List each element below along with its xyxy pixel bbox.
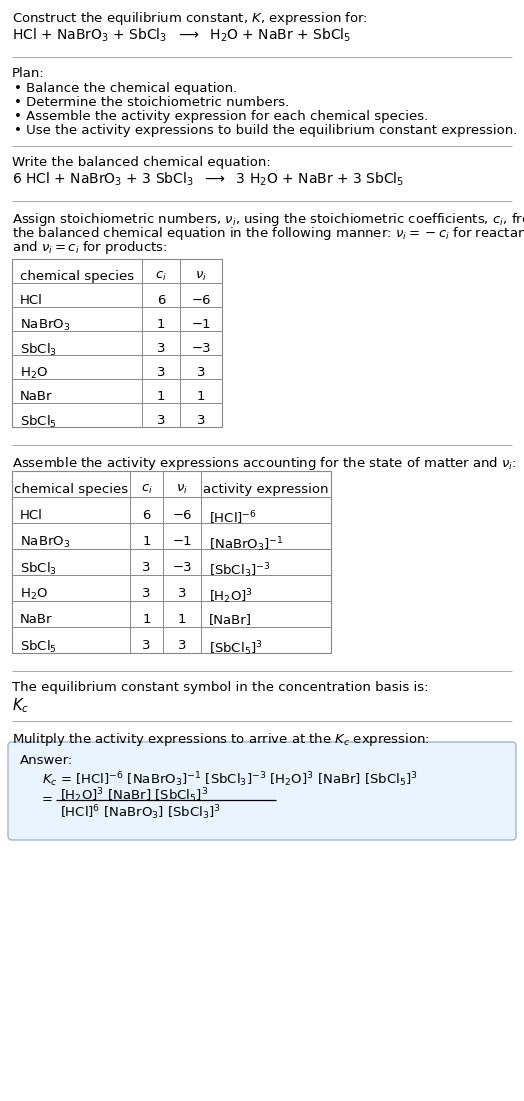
Text: 3: 3 bbox=[157, 342, 165, 355]
Text: • Assemble the activity expression for each chemical species.: • Assemble the activity expression for e… bbox=[14, 110, 428, 123]
Text: 3: 3 bbox=[178, 587, 186, 600]
Text: H$_2$O: H$_2$O bbox=[20, 587, 48, 602]
Text: $K_c$ = [HCl]$^{-6}$ [NaBrO$_3$]$^{-1}$ [SbCl$_3$]$^{-3}$ [H$_2$O]$^3$ [NaBr] [S: $K_c$ = [HCl]$^{-6}$ [NaBrO$_3$]$^{-1}$ … bbox=[42, 770, 418, 788]
Text: • Determine the stoichiometric numbers.: • Determine the stoichiometric numbers. bbox=[14, 96, 289, 109]
Text: HCl + NaBrO$_3$ + SbCl$_3$  $\longrightarrow$  H$_2$O + NaBr + SbCl$_5$: HCl + NaBrO$_3$ + SbCl$_3$ $\longrightar… bbox=[12, 28, 351, 44]
Text: 3: 3 bbox=[157, 414, 165, 427]
Text: −6: −6 bbox=[191, 294, 211, 307]
Text: activity expression: activity expression bbox=[203, 483, 329, 495]
Text: • Balance the chemical equation.: • Balance the chemical equation. bbox=[14, 81, 237, 95]
Text: 1: 1 bbox=[157, 318, 165, 331]
Text: $c_i$: $c_i$ bbox=[140, 483, 152, 497]
Text: [HCl]$^{-6}$: [HCl]$^{-6}$ bbox=[209, 509, 257, 526]
Text: Mulitply the activity expressions to arrive at the $K_c$ expression:: Mulitply the activity expressions to arr… bbox=[12, 731, 430, 748]
Text: [H$_2$O]$^3$ [NaBr] [SbCl$_5$]$^3$: [H$_2$O]$^3$ [NaBr] [SbCl$_5$]$^3$ bbox=[60, 786, 208, 805]
Text: SbCl$_3$: SbCl$_3$ bbox=[20, 562, 57, 577]
Text: =: = bbox=[42, 793, 53, 806]
FancyBboxPatch shape bbox=[8, 742, 516, 840]
Text: NaBr: NaBr bbox=[20, 613, 52, 626]
Text: HCl: HCl bbox=[20, 509, 43, 522]
Text: SbCl$_5$: SbCl$_5$ bbox=[20, 414, 57, 430]
Text: 1: 1 bbox=[178, 613, 186, 626]
Text: −6: −6 bbox=[172, 509, 192, 522]
Text: Write the balanced chemical equation:: Write the balanced chemical equation: bbox=[12, 156, 271, 168]
Text: 3: 3 bbox=[142, 562, 151, 574]
Text: 1: 1 bbox=[157, 390, 165, 403]
Text: 6: 6 bbox=[143, 509, 151, 522]
Text: $c_i$: $c_i$ bbox=[155, 270, 167, 283]
Text: • Use the activity expressions to build the equilibrium constant expression.: • Use the activity expressions to build … bbox=[14, 124, 517, 137]
Text: chemical species: chemical species bbox=[20, 270, 134, 283]
Text: [SbCl$_3$]$^{-3}$: [SbCl$_3$]$^{-3}$ bbox=[209, 562, 270, 580]
Text: H$_2$O: H$_2$O bbox=[20, 366, 48, 381]
Text: Assemble the activity expressions accounting for the state of matter and $\nu_i$: Assemble the activity expressions accoun… bbox=[12, 455, 517, 472]
Text: −3: −3 bbox=[191, 342, 211, 355]
Text: $\nu_i$: $\nu_i$ bbox=[176, 483, 188, 497]
Text: [SbCl$_5$]$^3$: [SbCl$_5$]$^3$ bbox=[209, 639, 263, 657]
Text: Construct the equilibrium constant, $K$, expression for:: Construct the equilibrium constant, $K$,… bbox=[12, 10, 368, 28]
Text: 6: 6 bbox=[157, 294, 165, 307]
Text: 1: 1 bbox=[142, 613, 151, 626]
Text: [H$_2$O]$^3$: [H$_2$O]$^3$ bbox=[209, 587, 253, 606]
Text: 1: 1 bbox=[142, 535, 151, 548]
Text: NaBrO$_3$: NaBrO$_3$ bbox=[20, 318, 70, 334]
Text: −1: −1 bbox=[191, 318, 211, 331]
Text: −3: −3 bbox=[172, 562, 192, 574]
Text: −1: −1 bbox=[172, 535, 192, 548]
Text: 1: 1 bbox=[196, 390, 205, 403]
Text: and $\nu_i = c_i$ for products:: and $\nu_i = c_i$ for products: bbox=[12, 239, 168, 257]
Text: 3: 3 bbox=[178, 639, 186, 652]
Text: $K_c$: $K_c$ bbox=[12, 696, 29, 715]
Text: Assign stoichiometric numbers, $\nu_i$, using the stoichiometric coefficients, $: Assign stoichiometric numbers, $\nu_i$, … bbox=[12, 211, 524, 228]
Text: 3: 3 bbox=[196, 366, 205, 379]
Text: [NaBr]: [NaBr] bbox=[209, 613, 252, 626]
Text: 3: 3 bbox=[196, 414, 205, 427]
Bar bbox=[12, 471, 331, 653]
Text: 3: 3 bbox=[142, 639, 151, 652]
Text: chemical species: chemical species bbox=[14, 483, 128, 495]
Text: 3: 3 bbox=[157, 366, 165, 379]
Text: [NaBrO$_3$]$^{-1}$: [NaBrO$_3$]$^{-1}$ bbox=[209, 535, 283, 554]
Text: HCl: HCl bbox=[20, 294, 43, 307]
Text: SbCl$_5$: SbCl$_5$ bbox=[20, 639, 57, 655]
Bar bbox=[12, 259, 222, 427]
Text: The equilibrium constant symbol in the concentration basis is:: The equilibrium constant symbol in the c… bbox=[12, 682, 429, 694]
Text: NaBrO$_3$: NaBrO$_3$ bbox=[20, 535, 70, 550]
Text: Plan:: Plan: bbox=[12, 67, 45, 80]
Text: $\nu_i$: $\nu_i$ bbox=[195, 270, 207, 283]
Text: SbCl$_3$: SbCl$_3$ bbox=[20, 342, 57, 358]
Text: the balanced chemical equation in the following manner: $\nu_i = -c_i$ for react: the balanced chemical equation in the fo… bbox=[12, 225, 524, 242]
Text: Answer:: Answer: bbox=[20, 754, 73, 767]
Text: [HCl]$^6$ [NaBrO$_3$] [SbCl$_3$]$^3$: [HCl]$^6$ [NaBrO$_3$] [SbCl$_3$]$^3$ bbox=[60, 803, 221, 821]
Text: 6 HCl + NaBrO$_3$ + 3 SbCl$_3$  $\longrightarrow$  3 H$_2$O + NaBr + 3 SbCl$_5$: 6 HCl + NaBrO$_3$ + 3 SbCl$_3$ $\longrig… bbox=[12, 171, 404, 188]
Text: 3: 3 bbox=[142, 587, 151, 600]
Text: NaBr: NaBr bbox=[20, 390, 52, 403]
